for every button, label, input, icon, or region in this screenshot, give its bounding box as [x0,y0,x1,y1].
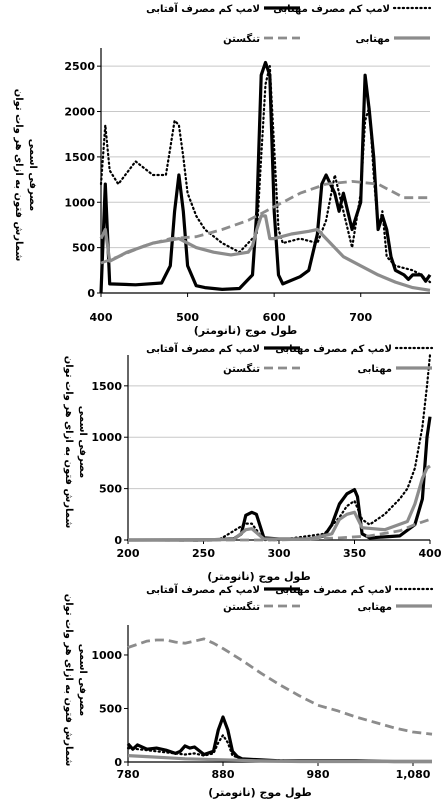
legend-label: لامپ کم مصرف مهتابی [275,585,392,596]
y-tick-label: 0 [87,287,95,300]
series-line-3 [128,518,431,542]
y-tick-label: 500 [72,242,95,255]
chart-1: 0 500 1000 1500 2000 2500 400 500 600 700 لامپ کم … [13,2,432,338]
y-tick-label: 1000 [91,649,122,662]
y-axis-label: شمارش فتون به ازای هر وات توان [63,594,74,767]
legend-label: لامپ کم مصرف آفتابی [146,583,260,596]
x-tick-label: 700 [349,311,372,324]
x-tick-label: 400 [90,311,113,324]
y-tick-label: 500 [99,702,122,715]
y-tick-label: 1500 [64,151,95,164]
series-line-1 [99,60,432,294]
x-tick-label: 980 [307,768,330,781]
series-line-2 [99,64,432,284]
series-line-1 [126,715,432,764]
y-tick-label: 1500 [91,380,122,393]
legend-label: تنگستن [223,600,260,613]
y-tick-label: 0 [114,756,122,769]
legend-label: لامپ کم مصرف مهتابی [273,4,390,15]
x-tick-label: 600 [263,311,286,324]
chart-2: 0 500 1000 1500 200 250 300 350 400 لامپ کم مصرف … [63,342,442,584]
series-line-4 [127,464,431,542]
legend-label: مهتابی [357,364,392,375]
y-axis-label: شمارش فتون به ازای هر وات توان [13,89,24,262]
y-tick-label: 0 [114,534,122,547]
x-axis-label: طول موج (نانومتر) [208,786,312,800]
series-line-4 [127,754,432,764]
x-tick-label: 1,080 [396,768,431,781]
legend-label: مهتابی [357,602,392,613]
series-line-2 [126,734,434,763]
legend-label: لامپ کم مصرف آفتابی [146,342,260,355]
y-tick-label: 2000 [64,106,95,119]
x-tick-label: 880 [212,768,235,781]
legend-label: مهتابی [355,34,390,45]
legend-label: تنگستن [223,32,260,45]
series-line-4 [99,214,431,292]
y-tick-label: 1000 [64,196,95,209]
y-axis-label: شمارش فتون به ازای هر وات توان [63,356,74,529]
y-axis-label: مصرفی اسمی [27,139,38,212]
y-axis-label: مصرفی اسمی [77,406,88,479]
x-tick-label: 500 [176,311,199,324]
legend-label: لامپ کم مصرف مهتابی [275,344,392,355]
y-axis-label: مصرفی اسمی [77,644,88,717]
series-line-1 [128,416,432,542]
legend-label: لامپ کم مصرف آفتابی [146,2,260,15]
x-tick-label: 350 [343,547,366,560]
y-tick-label: 500 [99,483,122,496]
y-tick-label: 2500 [64,60,95,73]
x-axis-label: طول موج (نانومتر) [207,570,311,584]
y-tick-label: 1000 [91,431,122,444]
x-tick-label: 300 [268,547,291,560]
x-tick-label: 250 [192,547,215,560]
series-line-2 [126,353,432,542]
x-tick-label: 400 [419,547,442,560]
chart-3: 0 500 1000 780 880 980 1,080 لامپ کم مصرف آفتاب… [63,583,434,800]
legend-label: تنگستن [223,362,260,375]
x-axis-label: طول موج (نانومتر) [194,324,298,338]
series-line-3 [100,179,430,265]
x-tick-label: 780 [117,768,140,781]
series-line-3 [127,637,433,736]
x-tick-label: 200 [117,547,140,560]
